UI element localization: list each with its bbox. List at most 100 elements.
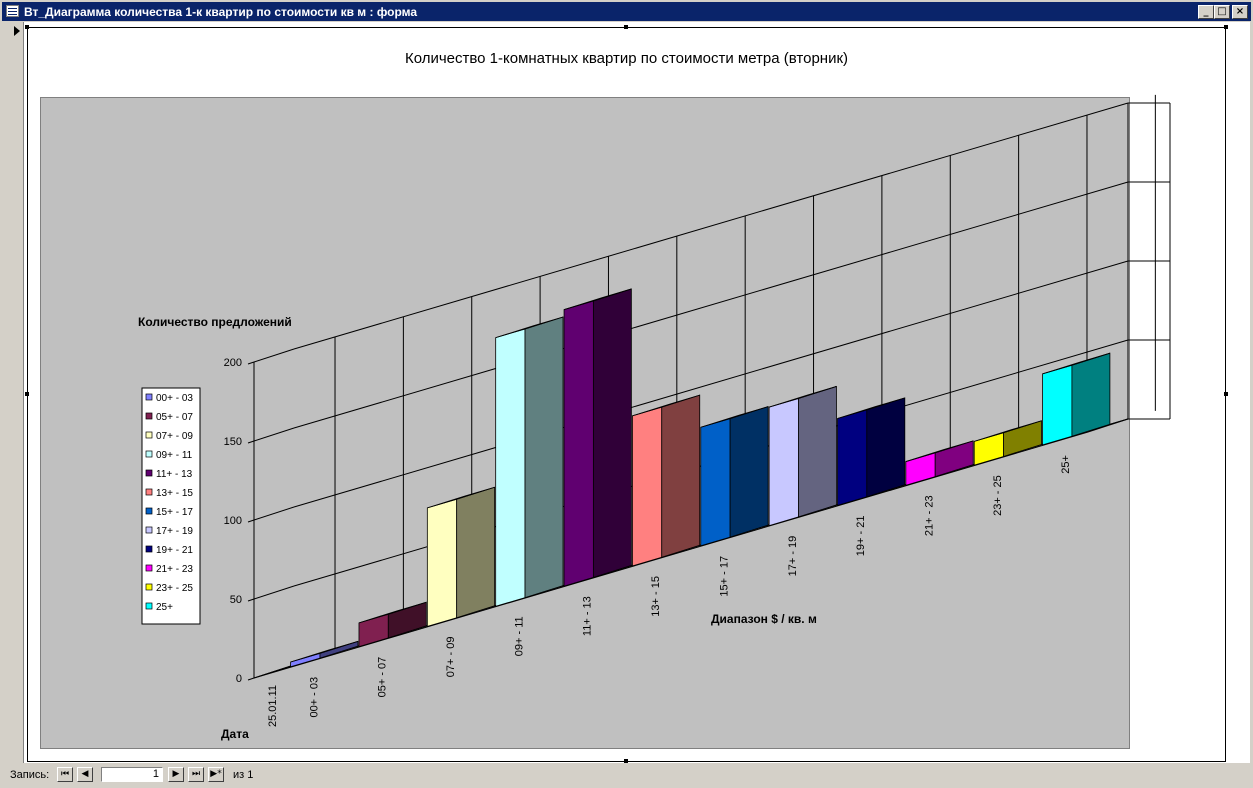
of-label: из bbox=[233, 769, 245, 781]
bar-top-face bbox=[837, 397, 905, 419]
chart-title: Количество 1-комнатных квартир по стоимо… bbox=[404, 50, 849, 67]
bar-front-face bbox=[358, 613, 389, 648]
prev-record-icon: ◀ bbox=[81, 769, 89, 779]
bar-21+ - 23 bbox=[905, 440, 974, 486]
legend-swatch bbox=[145, 412, 153, 420]
new-record-icon: ▶* bbox=[210, 769, 222, 779]
new-record-button[interactable]: ▶* bbox=[208, 767, 224, 782]
legend-swatch bbox=[145, 507, 153, 515]
legend-entry: 11+ - 13 bbox=[156, 469, 193, 480]
chart-legend: 00+ - 03 05+ - 07 07+ - 09 09+ - 11 11+ - 13… bbox=[141, 387, 201, 625]
first-record-button[interactable]: ⏮ bbox=[57, 767, 73, 782]
legend-swatch bbox=[145, 564, 153, 572]
resize-handle[interactable] bbox=[624, 25, 628, 29]
legend-swatch bbox=[145, 545, 153, 553]
y-tick-label: 0 bbox=[236, 673, 242, 685]
legend-swatch bbox=[145, 469, 153, 477]
y-tick-mark bbox=[247, 598, 255, 602]
x-tick-label: 00+ - 03 bbox=[308, 677, 320, 718]
y-tick-label: 50 bbox=[230, 594, 242, 606]
bar-top-face bbox=[905, 440, 974, 462]
prev-record-button[interactable]: ◀ bbox=[77, 767, 93, 782]
depth-tick-label: 25.01.11 bbox=[267, 685, 279, 727]
depth-axis-title: Дата bbox=[221, 727, 249, 741]
x-tick-label: 23+ - 25 bbox=[992, 475, 1004, 516]
legend-entry: 17+ - 19 bbox=[156, 526, 193, 537]
y-tick-mark bbox=[247, 519, 255, 523]
x-tick-label: 21+ - 23 bbox=[924, 495, 936, 536]
bar-side-face bbox=[661, 394, 701, 558]
bar-front-face bbox=[426, 498, 458, 627]
legend-entry: 25+ bbox=[156, 602, 173, 613]
legend-entry: 07+ - 09 bbox=[156, 431, 193, 442]
x-tick-label: 19+ - 21 bbox=[855, 516, 867, 557]
resize-handle[interactable] bbox=[25, 392, 29, 396]
bar-top-face bbox=[427, 486, 495, 509]
value-gridline bbox=[293, 102, 1129, 350]
title-bar[interactable]: Вт_Диаграмма количества 1-к квартир по с… bbox=[2, 2, 1251, 21]
record-selector[interactable] bbox=[3, 22, 24, 763]
bar-25+ bbox=[1042, 352, 1111, 446]
form-detail: Количество 1-комнатных квартир по стоимо… bbox=[24, 22, 1250, 763]
depth-gridline bbox=[253, 348, 295, 363]
bar-front-face bbox=[700, 418, 731, 547]
next-record-button[interactable]: ▶ bbox=[168, 767, 184, 782]
maximize-button[interactable]: □ bbox=[1214, 5, 1230, 19]
bar-00+ - 03 bbox=[290, 640, 359, 668]
last-record-button[interactable]: ⏭ bbox=[188, 767, 204, 782]
x-tick-label: 25+ bbox=[1060, 455, 1072, 474]
y-tick-mark bbox=[247, 440, 255, 444]
bar-top-face bbox=[974, 420, 1042, 442]
depth-gridline bbox=[253, 506, 295, 521]
bar-side-face bbox=[524, 316, 564, 599]
bar-09+ - 11 bbox=[495, 316, 564, 607]
depth-gridline bbox=[253, 427, 295, 442]
resize-handle[interactable] bbox=[624, 759, 628, 763]
value-gridline bbox=[293, 260, 1129, 508]
y-axis-title: Количество предложений bbox=[138, 315, 292, 329]
bar-top-face bbox=[290, 640, 359, 663]
bar-07+ - 09 bbox=[426, 486, 496, 627]
current-record-field[interactable]: 1 bbox=[101, 767, 163, 782]
bar-05+ - 07 bbox=[358, 601, 427, 648]
legend-entry: 23+ - 25 bbox=[156, 583, 193, 594]
x-tick-label: 07+ - 09 bbox=[445, 637, 457, 678]
bar-top-face bbox=[700, 406, 769, 428]
resize-handle[interactable] bbox=[1224, 392, 1228, 396]
resize-handle[interactable] bbox=[25, 25, 29, 29]
x-tick-label: 13+ - 15 bbox=[650, 576, 662, 617]
y-tick-label: 100 bbox=[224, 515, 242, 527]
x-tick-label: 05+ - 07 bbox=[377, 657, 389, 698]
legend-swatch bbox=[145, 450, 153, 458]
first-record-icon: ⏮ bbox=[60, 769, 70, 779]
bar-top-face bbox=[563, 288, 632, 310]
form-icon[interactable] bbox=[6, 5, 19, 17]
bar-15+ - 17 bbox=[700, 406, 769, 547]
bar-front-face bbox=[905, 452, 936, 486]
bar-top-face bbox=[495, 316, 564, 339]
legend-entry: 21+ - 23 bbox=[156, 564, 193, 575]
bar-side-face bbox=[592, 288, 632, 578]
bar-side-face bbox=[798, 385, 837, 518]
bar-side-face bbox=[866, 397, 906, 498]
minimize-button[interactable]: _ bbox=[1198, 5, 1214, 19]
bar-side-face bbox=[456, 486, 496, 619]
y-tick-mark bbox=[247, 361, 255, 365]
current-record-arrow-icon bbox=[14, 26, 20, 36]
next-record-icon: ▶ bbox=[172, 769, 180, 779]
legend-swatch bbox=[145, 488, 153, 496]
last-record-icon: ⏭ bbox=[191, 769, 201, 779]
y-tick-label: 200 bbox=[224, 357, 242, 369]
legend-entry: 09+ - 11 bbox=[156, 450, 193, 461]
bar-front-face bbox=[1042, 364, 1073, 446]
bar-front-face bbox=[495, 328, 526, 607]
bar-front-face bbox=[768, 397, 799, 527]
close-button[interactable]: × bbox=[1232, 5, 1248, 19]
legend-swatch bbox=[145, 393, 153, 401]
bar-13+ - 15 bbox=[632, 394, 701, 567]
bar-17+ - 19 bbox=[768, 385, 837, 527]
resize-handle[interactable] bbox=[1224, 25, 1228, 29]
value-gridline bbox=[293, 181, 1129, 429]
legend-swatch bbox=[145, 431, 153, 439]
